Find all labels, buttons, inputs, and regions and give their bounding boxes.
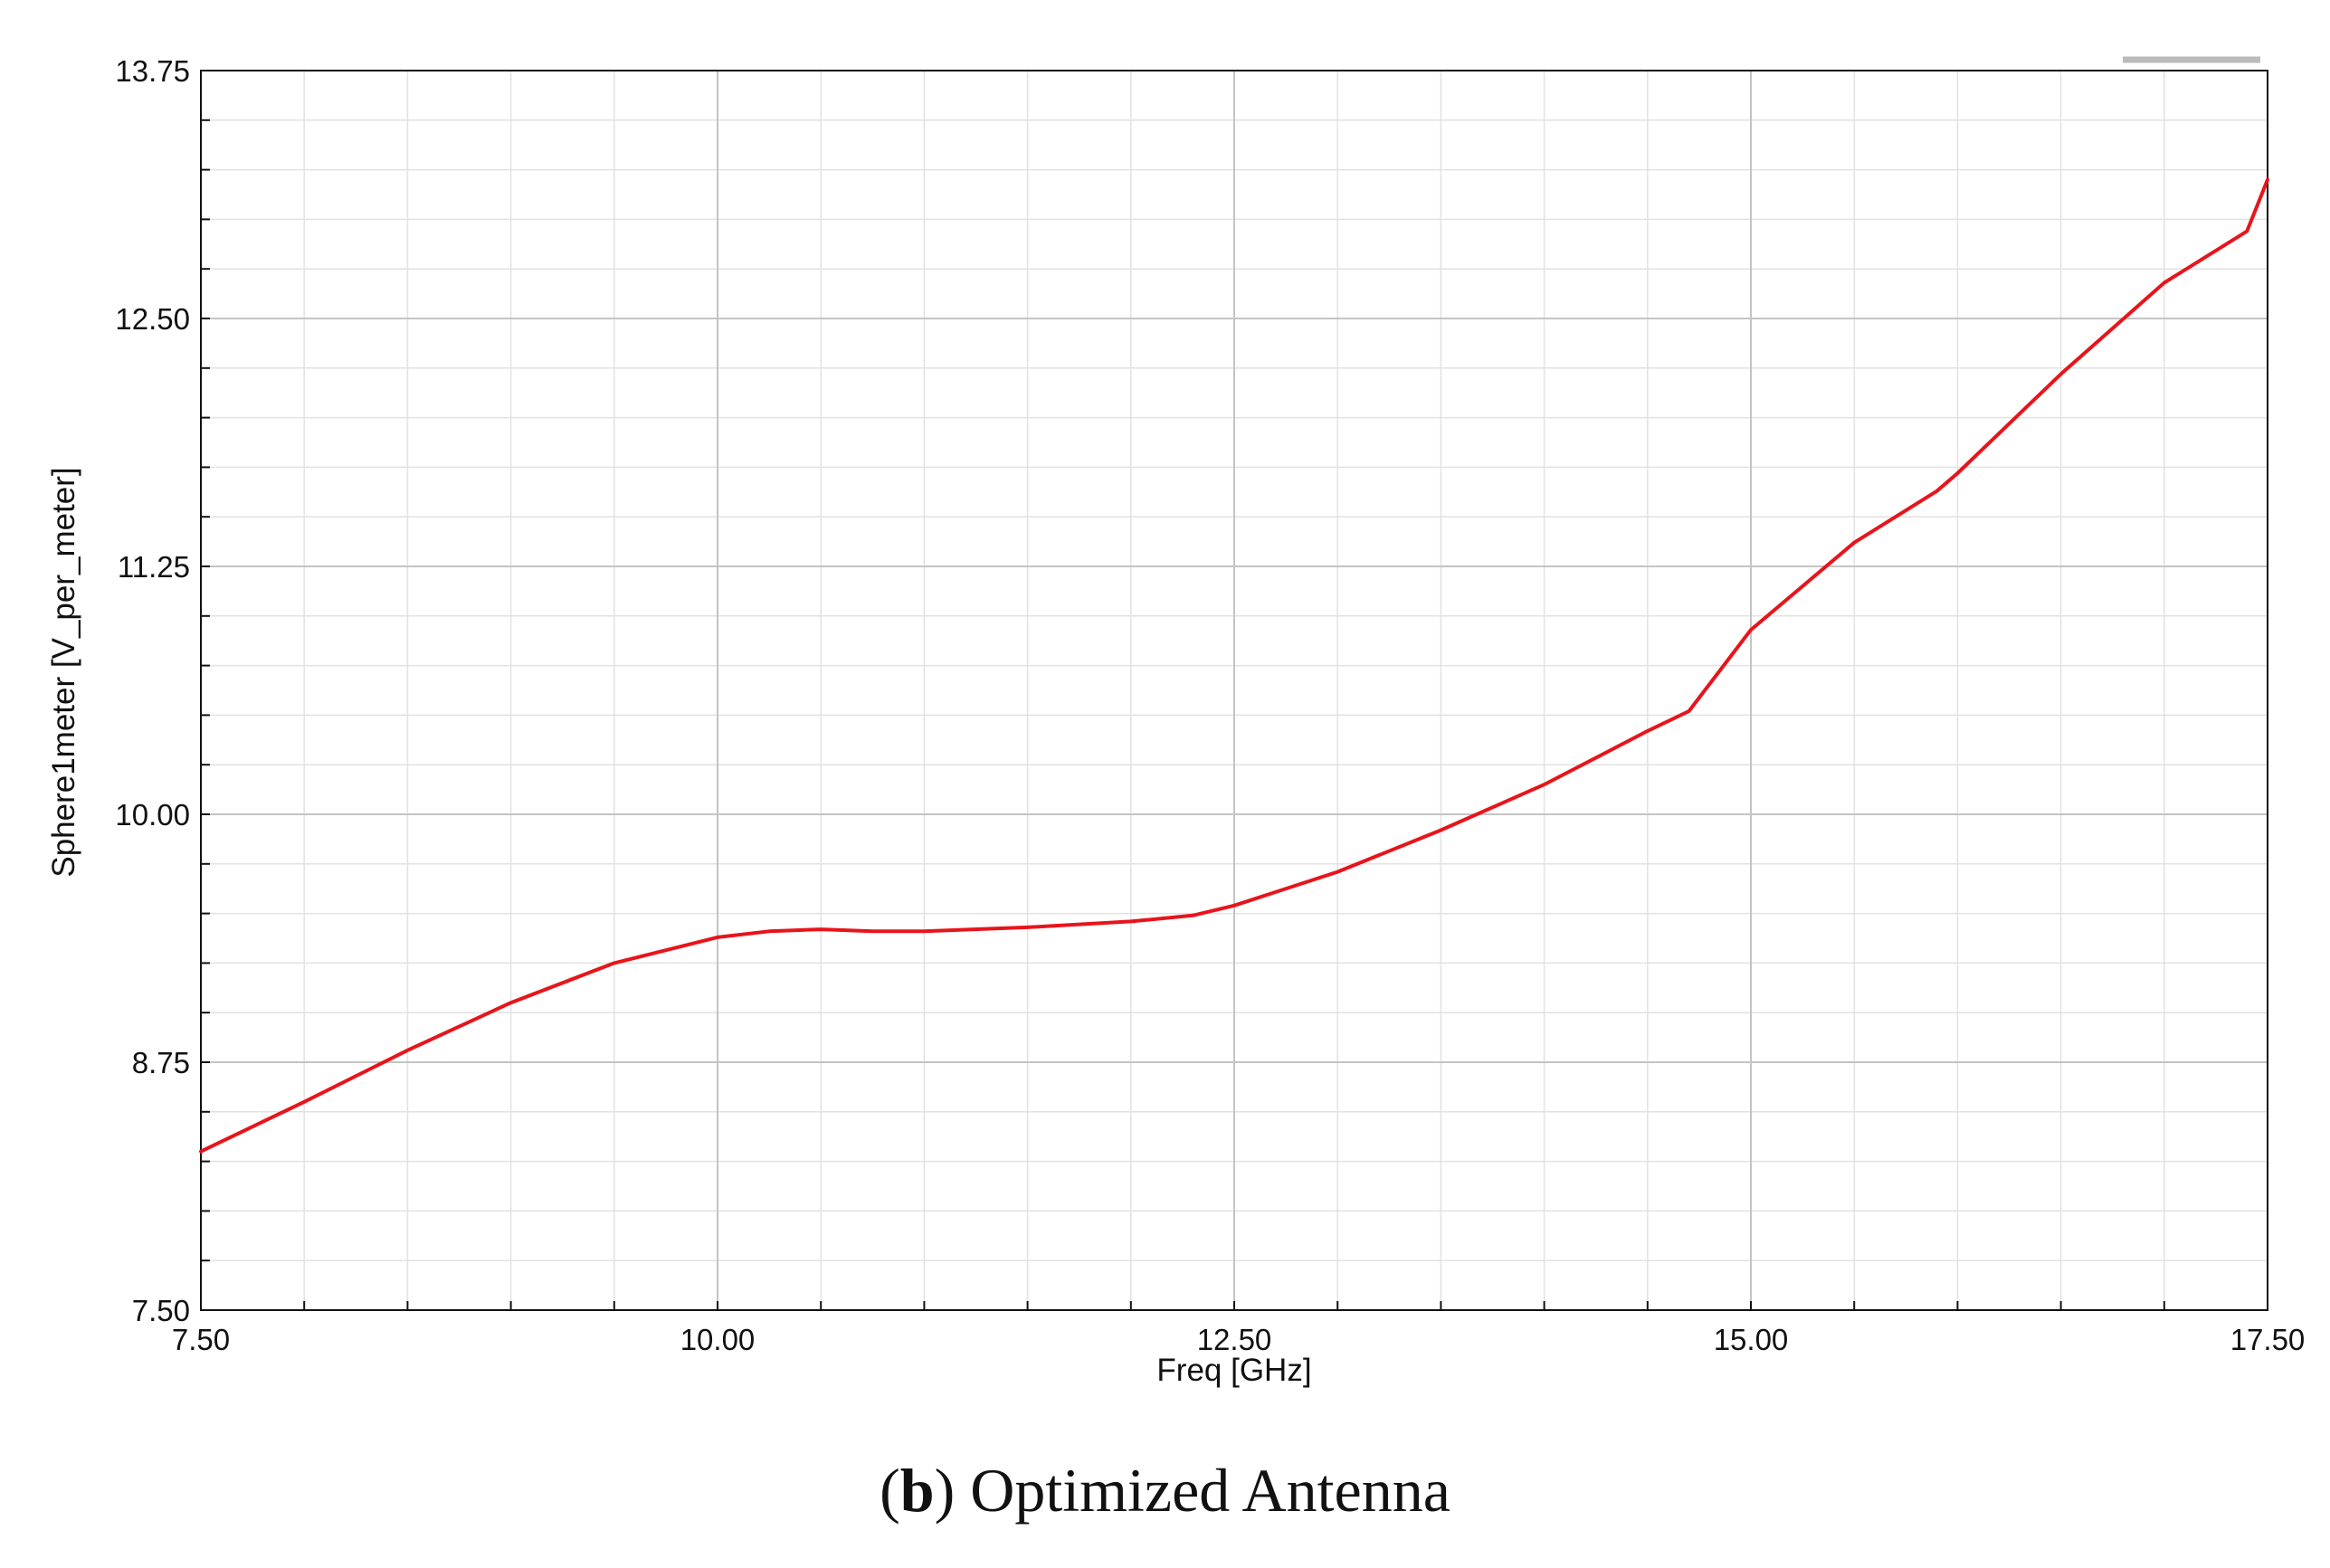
- axis-ticks: [201, 119, 2165, 1310]
- y-tick-label: 12.50: [115, 302, 190, 336]
- y-tick-label: 8.75: [132, 1046, 190, 1079]
- line-chart: 7.50 10.00 12.50 15.00 17.50 7.50 8.75 10.00 11…: [46, 54, 2305, 1388]
- x-tick-label: 10.00: [680, 1323, 756, 1356]
- x-tick-label: 7.50: [172, 1323, 230, 1356]
- y-tick-label: 11.25: [118, 550, 190, 584]
- y-tick-label: 13.75: [115, 54, 190, 88]
- y-tick-label: 10.00: [115, 798, 190, 832]
- x-axis-title: Freq [GHz]: [1156, 1353, 1311, 1388]
- y-axis-tick-labels: 7.50 8.75 10.00 11.25 12.50 13.75: [115, 54, 190, 1327]
- x-tick-label: 17.50: [2230, 1323, 2306, 1356]
- x-tick-label: 12.50: [1197, 1323, 1272, 1356]
- series-line: [199, 177, 2269, 1154]
- y-tick-label: 7.50: [132, 1294, 190, 1327]
- y-axis-title: Sphere1meter [V_per_meter]: [46, 467, 81, 877]
- x-axis-tick-labels: 7.50 10.00 12.50 15.00 17.50: [172, 1323, 2305, 1356]
- figure-caption: (b) Optimized Antenna: [880, 1456, 1450, 1525]
- caption-label: b: [899, 1456, 935, 1525]
- major-grid: [201, 71, 2268, 1310]
- caption-text: Optimized Antenna: [955, 1456, 1450, 1525]
- x-tick-label: 15.00: [1714, 1323, 1789, 1356]
- series-layer: [199, 177, 2269, 1154]
